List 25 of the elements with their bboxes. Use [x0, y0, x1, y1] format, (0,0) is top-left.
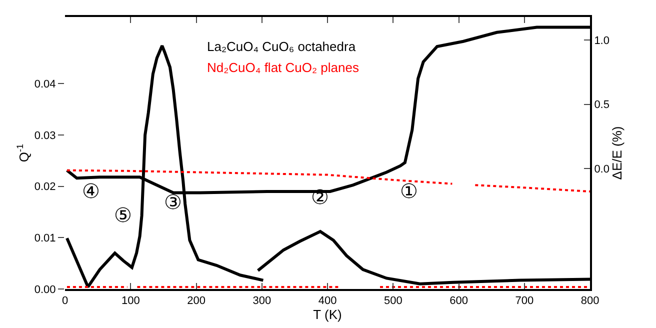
y-tick-label: 0.02	[34, 181, 56, 194]
x-tick-label: 0	[62, 295, 68, 308]
y-tick-label: 0.03	[34, 130, 56, 142]
y-tick-label: 0.01	[34, 232, 56, 245]
y2-tick-label: 0.0	[594, 163, 610, 176]
x-tick-label: 300	[252, 295, 272, 308]
annotation: ⑤	[114, 203, 132, 227]
x-tick-label: 400	[318, 295, 337, 308]
x-tick-label: 600	[450, 295, 468, 308]
y2-tick-label: 1.0	[594, 34, 610, 47]
annotation: ④	[82, 179, 100, 203]
y-tick-label: 0.00	[34, 284, 56, 296]
annotation: ①	[400, 179, 418, 203]
y2-tick-label: 0.5	[594, 99, 610, 112]
x-axis-title: T (K)	[313, 307, 342, 322]
x-tick-label: 500	[384, 295, 402, 308]
text: Nd₂CuO₄ flat CuO₂ planes	[207, 60, 360, 75]
x-tick-label: 800	[580, 295, 600, 308]
y2-axis-title: ΔE/E (%)	[609, 126, 624, 180]
x-tick-label: 200	[187, 295, 206, 308]
annotation: ③	[164, 190, 182, 214]
x-tick-label: 700	[515, 295, 534, 308]
y-tick-label: 0.04	[34, 78, 56, 91]
text: La₂CuO₄ CuO₆ octahedra	[207, 39, 356, 54]
x-tick-label: 100	[121, 295, 140, 308]
